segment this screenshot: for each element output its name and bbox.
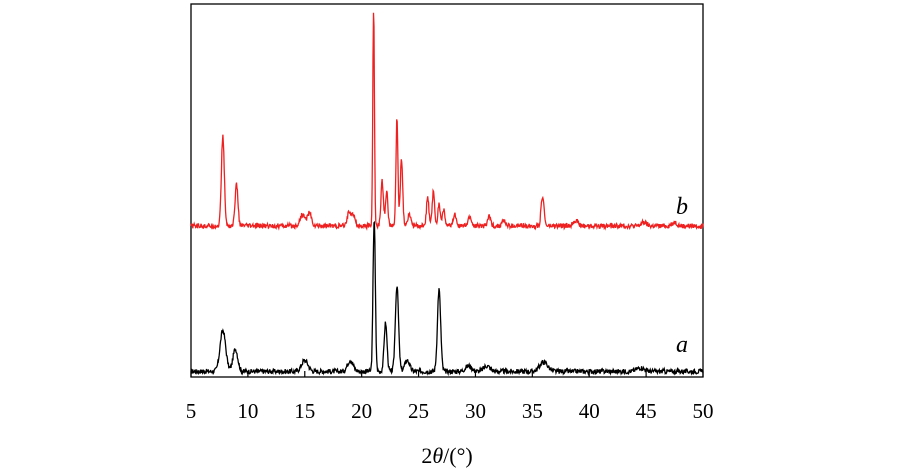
x-tick-label: 35 (522, 399, 543, 423)
x-tick-label: 10 (237, 399, 258, 423)
x-tick-label: 50 (693, 399, 714, 423)
x-axis-title-symbol: θ (432, 443, 443, 468)
x-tick-label: 40 (579, 399, 600, 423)
x-axis-title-prefix: 2 (421, 443, 432, 468)
x-axis-tick-labels: 5 10 15 20 25 30 35 40 45 50 (186, 399, 714, 423)
x-tick-label: 45 (636, 399, 657, 423)
x-tick-label: 15 (294, 399, 315, 423)
series-a-label: a (676, 332, 688, 358)
x-axis-title: 2θ/(°) (421, 443, 472, 468)
x-tick-label: 30 (465, 399, 486, 423)
x-tick-label: 25 (408, 399, 429, 423)
series-a-line (190, 220, 704, 377)
x-tick-label: 20 (351, 399, 372, 423)
x-axis-title-suffix: /(°) (443, 443, 473, 468)
series-b-label: b (676, 194, 688, 220)
x-tick-label: 5 (186, 399, 197, 423)
series-b-line (190, 12, 704, 231)
plot-frame (190, 3, 704, 378)
